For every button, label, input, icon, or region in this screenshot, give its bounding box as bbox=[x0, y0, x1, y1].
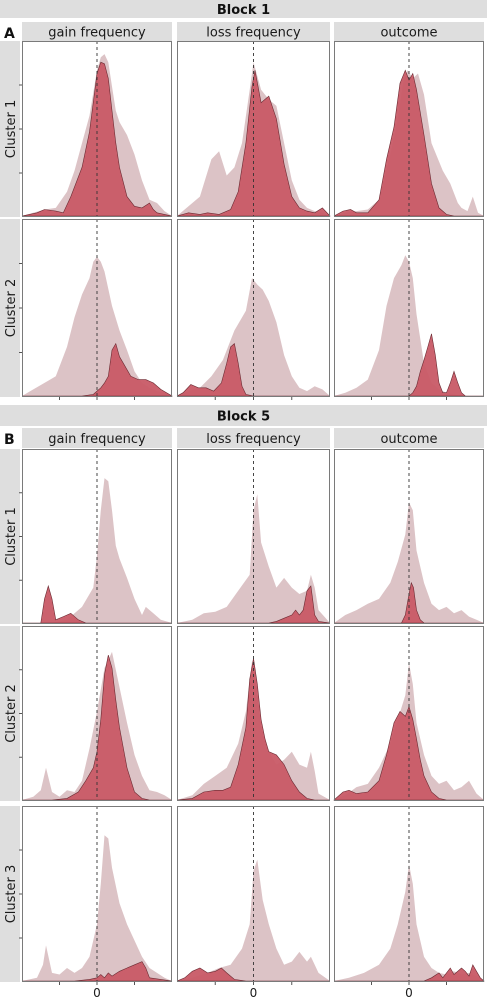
background-density-area bbox=[334, 255, 484, 396]
background-density-area bbox=[22, 256, 172, 396]
facet-strip bbox=[334, 428, 484, 448]
cluster-density-area bbox=[22, 961, 173, 982]
panel-frame bbox=[334, 219, 484, 397]
cluster-density-area bbox=[334, 333, 484, 397]
panel-frame bbox=[22, 41, 172, 217]
x-tick-label-zero: 0 bbox=[93, 986, 101, 1000]
background-density-area bbox=[177, 278, 330, 396]
row-strip-label: Cluster 2 bbox=[4, 279, 19, 338]
facet-strip-label: gain frequency bbox=[48, 26, 146, 41]
row-strip-label: Cluster 1 bbox=[4, 100, 19, 159]
panel-frame bbox=[177, 41, 330, 217]
panel-frame bbox=[22, 219, 172, 397]
facet-strip-label: gain frequency bbox=[48, 432, 146, 447]
facet-strip-label: loss frequency bbox=[206, 26, 301, 41]
background-density-area bbox=[334, 502, 484, 623]
row-strip bbox=[0, 449, 20, 624]
facet-strip-label: outcome bbox=[380, 26, 437, 41]
facet-strip bbox=[177, 428, 330, 448]
facet-strip bbox=[22, 22, 172, 41]
cluster-density-area bbox=[177, 585, 331, 624]
row-strip bbox=[0, 806, 20, 982]
facet-strip-label: outcome bbox=[380, 432, 437, 447]
block-title: Block 5 bbox=[217, 410, 270, 425]
panel-frame bbox=[334, 806, 484, 982]
panel-frame bbox=[177, 449, 330, 624]
panel-frame bbox=[334, 626, 484, 801]
panel-frame bbox=[334, 449, 484, 624]
panel-letter: A bbox=[4, 26, 15, 42]
x-tick-label-zero: 0 bbox=[250, 986, 258, 1000]
background-density-area bbox=[22, 651, 172, 800]
background-density-area bbox=[22, 835, 172, 981]
block-title-band bbox=[0, 405, 487, 426]
row-strip bbox=[0, 219, 20, 397]
panel-frame bbox=[177, 219, 330, 397]
row-strip bbox=[0, 41, 20, 217]
block-title: Block 1 bbox=[217, 3, 270, 18]
panel-frame bbox=[22, 806, 172, 982]
panel-letter: B bbox=[4, 432, 15, 448]
facet-strip bbox=[177, 22, 330, 41]
row-strip bbox=[0, 626, 20, 801]
panel-frame bbox=[177, 806, 330, 982]
panel-frame bbox=[22, 449, 172, 624]
x-tick-label-zero: 0 bbox=[405, 986, 413, 1000]
facet-strip bbox=[22, 428, 172, 448]
facet-strip-label: loss frequency bbox=[206, 432, 301, 447]
row-strip-label: Cluster 1 bbox=[4, 507, 19, 566]
block-title-band bbox=[0, 0, 487, 18]
panel-frame bbox=[22, 626, 172, 801]
panel-frame bbox=[177, 626, 330, 801]
panel-frame bbox=[334, 41, 484, 217]
row-strip-label: Cluster 2 bbox=[4, 684, 19, 743]
row-strip-label: Cluster 3 bbox=[4, 865, 19, 924]
facet-strip bbox=[334, 22, 484, 41]
